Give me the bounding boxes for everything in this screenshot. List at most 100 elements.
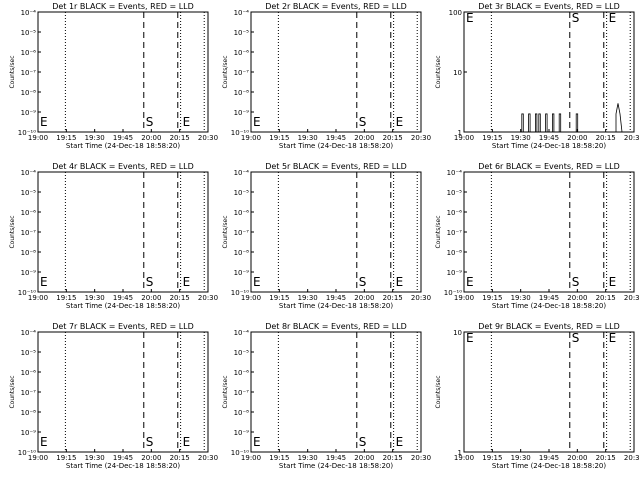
- x-tick-label: 19:45: [113, 134, 133, 142]
- panel-det-1: Det 1r BLACK = Events, RED = LLD E S E 19:00…: [9, 2, 218, 150]
- y-tick-label: 10⁻⁴: [21, 169, 37, 177]
- x-tick-label: 20:00: [567, 294, 587, 302]
- plot-frame: [37, 331, 209, 453]
- y-axis-label: Counts/sec: [222, 375, 229, 408]
- plot-frame: [37, 171, 209, 293]
- plot-frame: [463, 331, 635, 453]
- y-tick-label: 1: [458, 129, 462, 137]
- x-tick-label: 20:00: [567, 134, 587, 142]
- y-tick-label: 10⁻⁶: [21, 369, 37, 377]
- y-tick-label: 10: [453, 329, 462, 337]
- x-axis-label: Start Time (24-Dec-18 18:58:20): [492, 462, 606, 470]
- y-tick-label: 10⁻⁴: [234, 169, 250, 177]
- y-tick-label: 10⁻⁹: [234, 109, 250, 117]
- x-tick-label: 19:30: [298, 134, 318, 142]
- y-tick-label: 10⁻⁸: [234, 249, 250, 257]
- end-marker: E: [609, 331, 617, 345]
- y-tick-label: 10⁻⁴: [234, 329, 250, 337]
- y-tick-label: 10⁻¹⁰: [18, 449, 36, 457]
- start-marker: S: [146, 275, 154, 289]
- x-tick-label: 19:30: [85, 454, 105, 462]
- x-tick-label: 20:00: [354, 134, 374, 142]
- start-marker: S: [359, 435, 367, 449]
- end-marker: E: [609, 11, 617, 25]
- y-tick-label: 10⁻⁹: [234, 429, 250, 437]
- y-tick-label: 10⁻¹⁰: [231, 129, 249, 137]
- end-marker: E: [396, 275, 404, 289]
- y-axis-label: Counts/sec: [435, 215, 442, 248]
- x-tick-label: 19:45: [539, 134, 559, 142]
- start-marker: S: [146, 115, 154, 129]
- start-marker: S: [146, 435, 154, 449]
- panel-det-2: Det 2r BLACK = Events, RED = LLD E S E 19:00…: [222, 2, 431, 150]
- y-tick-label: 10⁻⁷: [234, 229, 250, 237]
- x-tick-label: 20:15: [383, 134, 403, 142]
- x-tick-label: 20:30: [624, 454, 640, 462]
- plot-frame: [463, 171, 635, 293]
- event-series: [479, 103, 623, 133]
- x-tick-label: 19:00: [241, 454, 261, 462]
- y-tick-label: 10: [453, 69, 462, 77]
- plot-frame: [250, 171, 422, 293]
- panel-title: Det 1r BLACK = Events, RED = LLD: [52, 2, 194, 11]
- x-tick-label: 19:00: [28, 294, 48, 302]
- y-tick-label: 10⁻¹⁰: [18, 129, 36, 137]
- x-tick-label: 19:00: [28, 454, 48, 462]
- y-tick-label: 10⁻⁶: [234, 369, 250, 377]
- x-tick-label: 19:15: [482, 454, 502, 462]
- panel-det-7: Det 7r BLACK = Events, RED = LLD E S E 19:00…: [9, 322, 218, 470]
- x-axis-label: Start Time (24-Dec-18 18:58:20): [66, 302, 180, 310]
- y-tick-label: 10⁻¹⁰: [444, 289, 462, 297]
- y-tick-label: 10⁻⁵: [447, 189, 463, 197]
- panel-title: Det 5r BLACK = Events, RED = LLD: [265, 162, 407, 171]
- start-marker: S: [572, 331, 580, 345]
- y-tick-label: 10⁻⁶: [21, 49, 37, 57]
- y-tick-label: 10⁻⁵: [234, 189, 250, 197]
- x-tick-label: 19:15: [269, 294, 289, 302]
- start-marker: S: [572, 275, 580, 289]
- plot-frame: [463, 11, 635, 133]
- y-tick-label: 10⁻⁷: [21, 389, 37, 397]
- y-tick-label: 10⁻⁵: [234, 349, 250, 357]
- x-tick-label: 19:00: [241, 134, 261, 142]
- x-tick-label: 20:15: [596, 134, 616, 142]
- x-tick-label: 19:00: [454, 134, 474, 142]
- x-tick-label: 20:00: [141, 294, 161, 302]
- x-tick-label: 19:15: [56, 134, 76, 142]
- end-marker: E: [396, 115, 404, 129]
- x-tick-label: 19:45: [113, 294, 133, 302]
- x-axis-label: Start Time (24-Dec-18 18:58:20): [279, 462, 393, 470]
- y-tick-label: 10⁻⁷: [21, 229, 37, 237]
- start-marker: S: [359, 115, 367, 129]
- y-axis-label: Counts/sec: [222, 215, 229, 248]
- y-tick-label: 10⁻⁴: [234, 9, 250, 17]
- x-tick-label: 20:15: [383, 294, 403, 302]
- x-axis-label: Start Time (24-Dec-18 18:58:20): [492, 302, 606, 310]
- x-tick-label: 19:45: [539, 454, 559, 462]
- end-marker-left: E: [466, 331, 474, 345]
- panel-title: Det 7r BLACK = Events, RED = LLD: [52, 322, 194, 331]
- x-tick-label: 20:30: [624, 294, 640, 302]
- y-tick-label: 10⁻⁹: [21, 109, 37, 117]
- x-tick-label: 20:30: [411, 134, 431, 142]
- x-tick-label: 19:30: [85, 134, 105, 142]
- y-tick-label: 10⁻⁶: [234, 49, 250, 57]
- panel-title: Det 2r BLACK = Events, RED = LLD: [265, 2, 407, 11]
- x-tick-label: 19:45: [326, 294, 346, 302]
- x-tick-label: 19:15: [482, 294, 502, 302]
- panel-det-4: Det 4r BLACK = Events, RED = LLD E S E 19:00…: [9, 162, 218, 310]
- x-tick-label: 20:00: [141, 454, 161, 462]
- panel-title: Det 4r BLACK = Events, RED = LLD: [52, 162, 194, 171]
- y-tick-label: 10⁻⁸: [447, 249, 463, 257]
- y-tick-label: 10⁻⁷: [234, 389, 250, 397]
- y-axis-label: Counts/sec: [435, 55, 442, 88]
- panel-det-8: Det 8r BLACK = Events, RED = LLD E S E 19:00…: [222, 322, 431, 470]
- end-marker: E: [183, 275, 191, 289]
- y-tick-label: 10⁻⁸: [21, 409, 37, 417]
- x-tick-label: 20:00: [567, 454, 587, 462]
- x-axis-label: Start Time (24-Dec-18 18:58:20): [279, 302, 393, 310]
- y-tick-label: 10⁻⁹: [21, 429, 37, 437]
- x-tick-label: 19:30: [511, 454, 531, 462]
- y-axis-label: Counts/sec: [435, 375, 442, 408]
